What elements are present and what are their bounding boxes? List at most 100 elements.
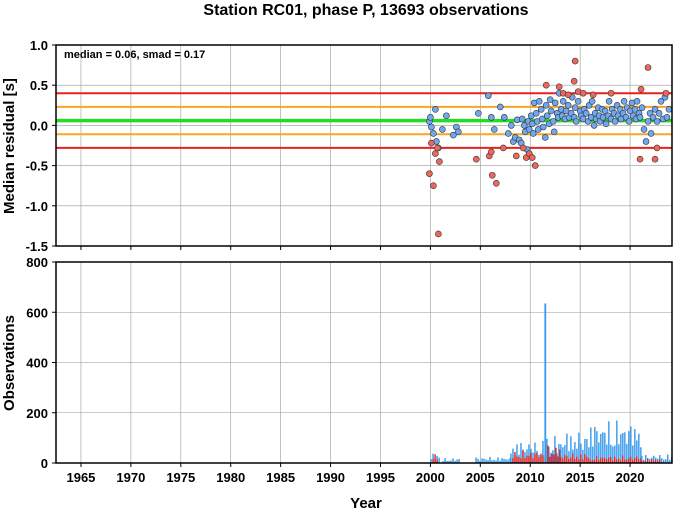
residual-point [625,118,633,125]
observation-bar [564,455,566,463]
observation-bar [534,442,536,463]
observation-bar [520,443,522,463]
observation-bar [566,456,568,463]
residual-point [642,138,650,145]
observation-bar [542,455,544,463]
residual-point [588,97,596,105]
observation-bar [606,459,608,463]
observation-bar [584,454,586,463]
observation-bar [616,459,618,463]
observation-bar [634,429,636,463]
observation-bar [530,452,532,463]
observation-bar [604,432,606,463]
observation-bar [630,456,632,463]
observation-bar [665,459,667,463]
observation-bar [653,460,655,463]
observation-bar [487,460,489,463]
observation-bar [512,448,514,463]
observation-bar [499,460,501,463]
observation-bar [547,445,549,463]
residual-point [538,115,546,123]
residual-point [605,97,613,105]
residual-point [525,126,533,133]
observation-bar [576,448,578,463]
observation-bar [624,432,626,463]
observation-bar [514,451,516,463]
observation-bar [559,449,561,463]
observation-bar [540,454,542,463]
residual-point [549,118,557,125]
residual-point [432,106,439,113]
observation-bar [549,456,551,463]
residual-point [574,97,582,105]
observation-bar [632,445,634,463]
observation-bar [663,459,665,463]
observation-bar [546,438,548,463]
observation-bar [590,427,592,463]
residual-point [537,106,545,113]
residual-point [636,155,644,163]
residual-point [601,107,609,115]
residual-point [507,122,515,129]
residual-point [636,114,644,121]
observation-bar [608,457,610,463]
x-axis-label: Year [350,495,382,511]
observation-bar [669,459,671,463]
observation-bar [568,451,570,463]
observation-bar [557,456,559,463]
observation-bar [596,455,598,463]
x-tick-label: 2020 [616,470,645,485]
observations-y-axis-label: Observations [1,315,18,411]
observation-bar [636,440,638,463]
residual-point [564,91,572,99]
y-tick-label: 200 [26,406,48,421]
residual-point [579,89,587,97]
residual-point [638,104,646,112]
residual-point [535,97,543,105]
residual-point [473,155,480,163]
residual-point [662,89,670,97]
observation-bar [436,456,438,463]
residual-point [542,102,550,109]
observation-bar [436,459,438,463]
observation-bar [594,459,596,463]
residual-point [435,230,442,238]
observation-bar [643,460,645,463]
residual-point [492,179,500,187]
residual-frame [55,44,673,247]
observation-bar [505,459,507,463]
observation-bar [580,443,582,463]
x-tick-label: 1970 [116,470,145,485]
observation-bar [612,460,614,463]
observation-bar [598,459,600,463]
observation-bar [626,459,628,463]
residual-point [500,114,508,121]
observation-bar [614,456,616,463]
residual-point [572,118,580,125]
y-tick-label: 1.0 [30,38,48,53]
residual-point [570,77,578,85]
residual-panel: 1.0 0.5 0.0 -0.5 -1.0 -1.5 median = 0.06, sma… [1,38,673,254]
observation-bar [586,439,588,463]
observation-bar [442,461,444,463]
observation-bar [555,447,557,463]
residual-point [532,110,540,117]
observation-bar [645,461,647,463]
y-tick-label: -1.5 [26,239,48,254]
observation-bar [578,432,580,463]
observation-bar [560,457,562,463]
residual-point [518,115,526,123]
y-tick-label: 0.0 [30,118,48,133]
residual-point [644,64,652,71]
residual-point [428,139,435,147]
observation-bar [628,431,630,463]
residual-point [499,144,507,152]
residual-point [531,162,539,169]
observation-bar [507,459,509,463]
observation-bar [645,455,647,463]
residual-point [602,120,610,128]
residual-point [653,144,661,152]
observation-bar [528,444,530,463]
residual-point [443,112,450,120]
